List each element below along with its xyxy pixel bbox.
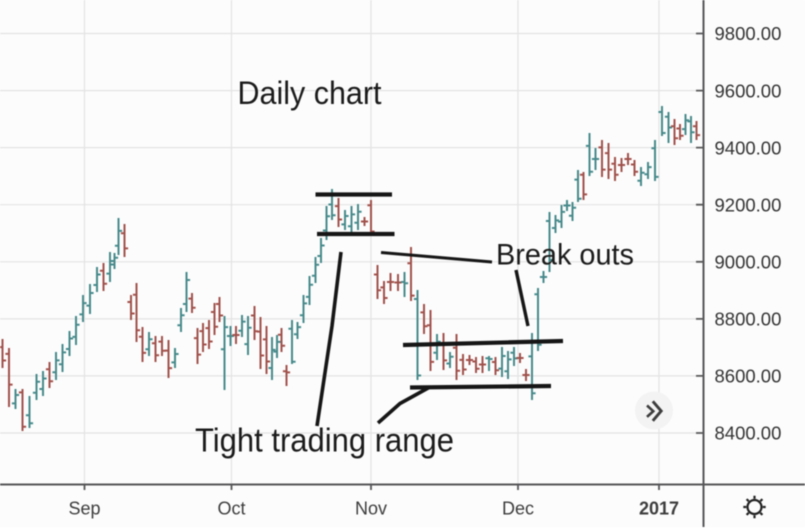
svg-text:2017: 2017 [639,499,679,519]
svg-text:8600.00: 8600.00 [715,366,782,387]
svg-text:9000.00: 9000.00 [715,252,782,273]
svg-text:9200.00: 9200.00 [715,194,782,215]
svg-text:Dec: Dec [502,499,534,519]
svg-text:9400.00: 9400.00 [715,137,782,158]
svg-text:9800.00: 9800.00 [715,23,782,44]
svg-text:9600.00: 9600.00 [715,80,782,101]
svg-text:8400.00: 8400.00 [715,423,782,444]
svg-text:8800.00: 8800.00 [715,309,782,330]
svg-text:Daily chart: Daily chart [238,75,382,111]
svg-text:Oct: Oct [217,499,245,519]
svg-text:Tight trading range: Tight trading range [195,422,454,459]
svg-text:Nov: Nov [355,499,387,519]
svg-text:Break outs: Break outs [496,239,634,272]
svg-text:Sep: Sep [68,499,100,519]
